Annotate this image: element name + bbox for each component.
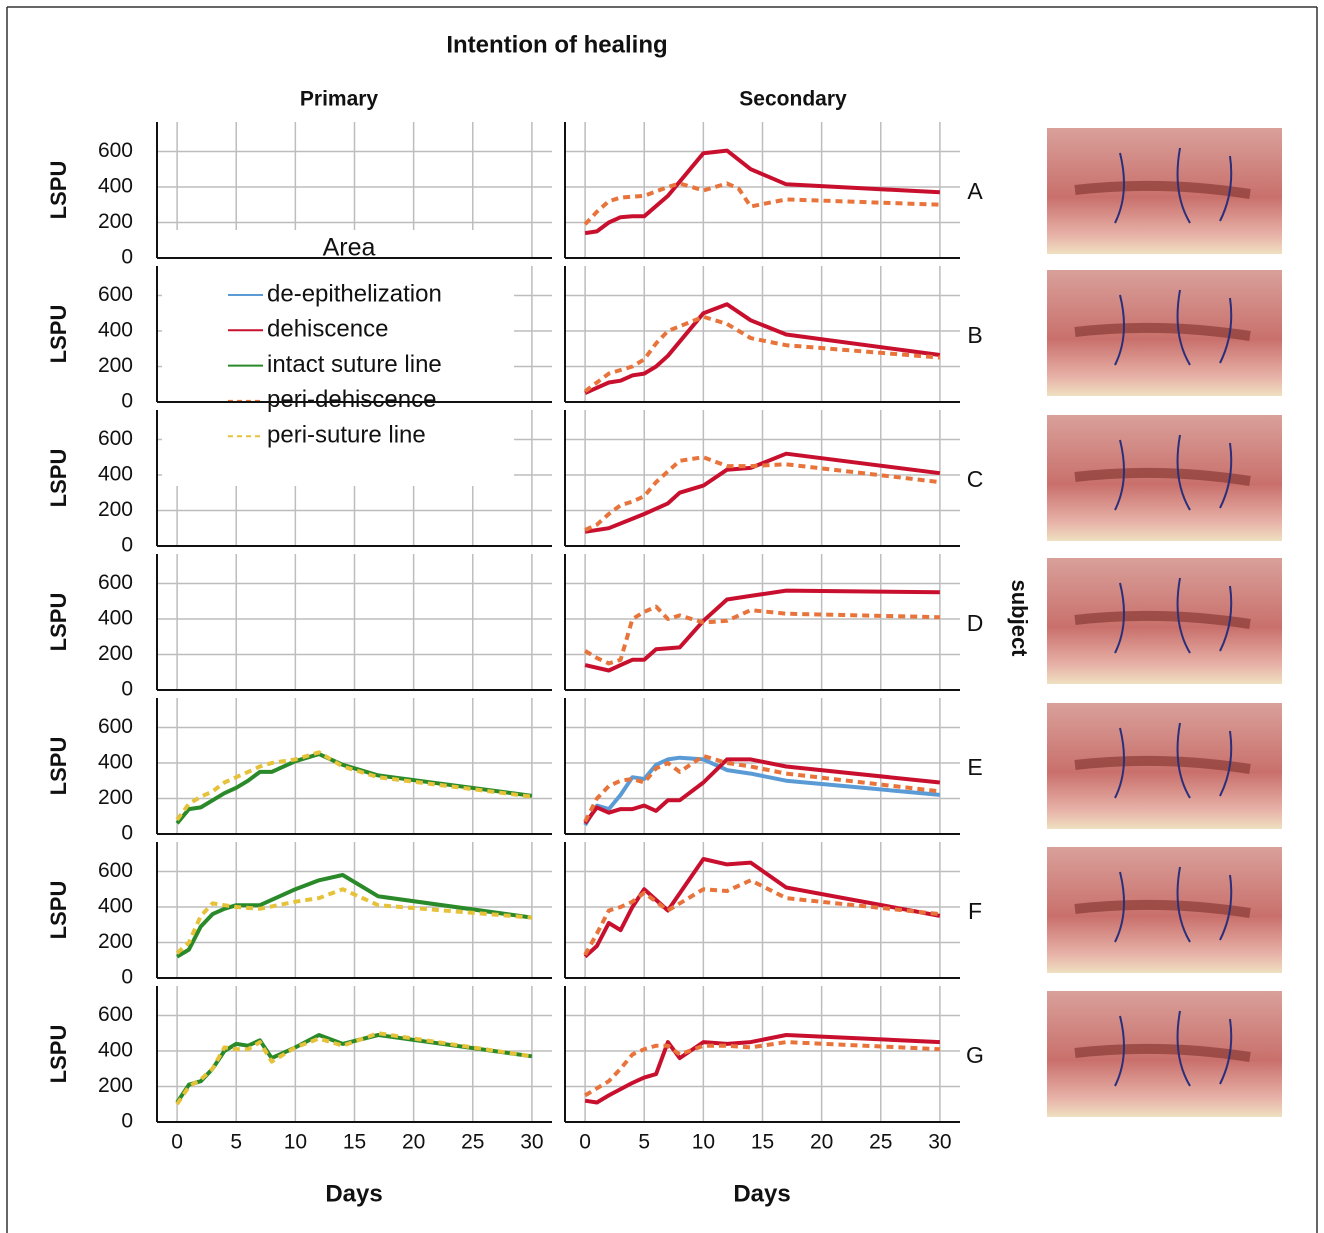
y-axis-label: LSPU — [46, 161, 71, 220]
y-tick-label: 200 — [98, 930, 133, 953]
page: {"chart_data": { "type": "line", "title"… — [0, 0, 1324, 1233]
x-axis-label: Days — [325, 1180, 382, 1207]
x-tick-label: 25 — [461, 1131, 484, 1154]
row-label: C — [967, 466, 984, 492]
x-tick-label: 30 — [928, 1131, 951, 1154]
x-tick-label: 10 — [692, 1131, 715, 1154]
x-tick-label: 5 — [638, 1131, 650, 1154]
x-tick-label: 15 — [343, 1131, 366, 1154]
x-tick-label: 20 — [402, 1131, 425, 1154]
y-tick-label: 600 — [98, 283, 133, 306]
y-tick-label: 200 — [98, 210, 133, 233]
y-tick-label: 200 — [98, 498, 133, 521]
y-axis-label: LSPU — [46, 593, 71, 652]
x-axis-label: Days — [733, 1180, 790, 1207]
y-tick-label: 0 — [121, 822, 133, 845]
y-tick-label: 0 — [121, 534, 133, 557]
y-axis-label: LSPU — [46, 881, 71, 940]
row-title: subject — [1007, 579, 1032, 657]
x-tick-label: 25 — [869, 1131, 892, 1154]
y-axis-label: LSPU — [46, 305, 71, 364]
y-tick-label: 200 — [98, 354, 133, 377]
x-tick-label: 10 — [284, 1131, 307, 1154]
row-label: B — [967, 322, 982, 348]
y-tick-label: 600 — [98, 859, 133, 882]
column-title: Primary — [300, 88, 379, 111]
legend-label: intact suture line — [267, 351, 442, 378]
x-tick-label: 0 — [171, 1131, 183, 1154]
y-tick-label: 600 — [98, 571, 133, 594]
y-tick-label: 400 — [98, 463, 133, 486]
y-tick-label: 400 — [98, 751, 133, 774]
column-title: Secondary — [739, 88, 847, 111]
x-tick-label: 30 — [520, 1131, 543, 1154]
y-tick-label: 200 — [98, 642, 133, 665]
y-tick-label: 600 — [98, 715, 133, 738]
y-axis-label: LSPU — [46, 737, 71, 796]
y-tick-label: 600 — [98, 139, 133, 162]
legend-label: dehiscence — [267, 316, 388, 343]
y-tick-label: 600 — [98, 427, 133, 450]
y-tick-label: 400 — [98, 1039, 133, 1062]
y-tick-label: 600 — [98, 1003, 133, 1026]
figure: Intention of healing Primary Secondary D… — [0, 0, 1324, 1233]
y-tick-label: 200 — [98, 1074, 133, 1097]
x-tick-label: 5 — [230, 1131, 242, 1154]
y-axis-label: LSPU — [46, 449, 71, 508]
x-tick-label: 15 — [751, 1131, 774, 1154]
y-tick-label: 400 — [98, 895, 133, 918]
row-label: F — [968, 898, 982, 924]
y-tick-label: 400 — [98, 319, 133, 342]
y-tick-label: 0 — [121, 966, 133, 989]
y-axis-label: LSPU — [46, 1025, 71, 1084]
legend-label: peri-dehiscence — [267, 386, 436, 413]
x-tick-label: 20 — [810, 1131, 833, 1154]
row-label: E — [967, 754, 982, 780]
legend-label: peri-suture line — [267, 422, 426, 449]
y-tick-label: 200 — [98, 786, 133, 809]
chart-title: Intention of healing — [446, 31, 667, 58]
x-tick-label: 0 — [579, 1131, 591, 1154]
row-label: D — [967, 610, 984, 636]
row-label: A — [967, 178, 983, 204]
y-tick-label: 400 — [98, 607, 133, 630]
y-tick-label: 0 — [121, 678, 133, 701]
legend-label: de-epithelization — [267, 280, 442, 307]
y-tick-label: 0 — [121, 1110, 133, 1133]
y-tick-label: 0 — [121, 390, 133, 413]
row-label: G — [966, 1042, 984, 1068]
y-tick-label: 0 — [121, 246, 133, 269]
y-tick-label: 400 — [98, 175, 133, 198]
